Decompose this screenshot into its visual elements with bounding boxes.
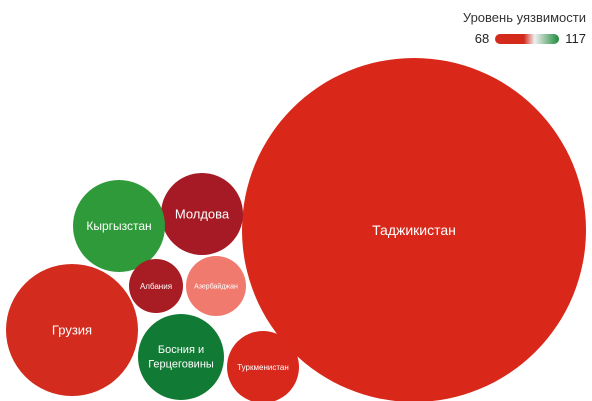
bubble-босния-и-герцеговины: [138, 314, 224, 400]
bubble-label-кыргызстан: Кыргызстан: [86, 219, 151, 233]
bubble-таджикистан: [242, 58, 586, 401]
bubble-label-албания: Албания: [140, 282, 172, 291]
bubble-грузия: [6, 264, 138, 396]
bubble-label-таджикистан: Таджикистан: [372, 222, 456, 238]
bubble-албания: [129, 259, 183, 313]
bubble-label-молдова: Молдова: [175, 207, 230, 222]
legend-max-label: 117: [565, 31, 586, 46]
bubble-азербайджан: [186, 256, 246, 316]
bubbles-group: Таджикистан Грузия Молдова Кыргызстан Босния…: [6, 58, 586, 401]
bubble-label-босния-и-герцеговины: Босния и Герцеговины: [148, 344, 214, 370]
legend-scale: 68 117: [475, 31, 586, 46]
legend-min-label: 68: [474, 31, 490, 46]
bubble-молдова: [161, 173, 243, 255]
bubble-label-азербайджан: Азербайджан: [194, 282, 238, 290]
bubble-кыргызстан: [73, 180, 165, 272]
bubble-label-грузия: Грузия: [52, 323, 92, 338]
legend-gradient-bar: [495, 33, 560, 44]
legend-title: Уровень уязвимости: [462, 10, 586, 25]
bubble-label-туркменистан: Туркменистан: [237, 363, 289, 372]
bubble-туркменистан: [227, 331, 299, 401]
